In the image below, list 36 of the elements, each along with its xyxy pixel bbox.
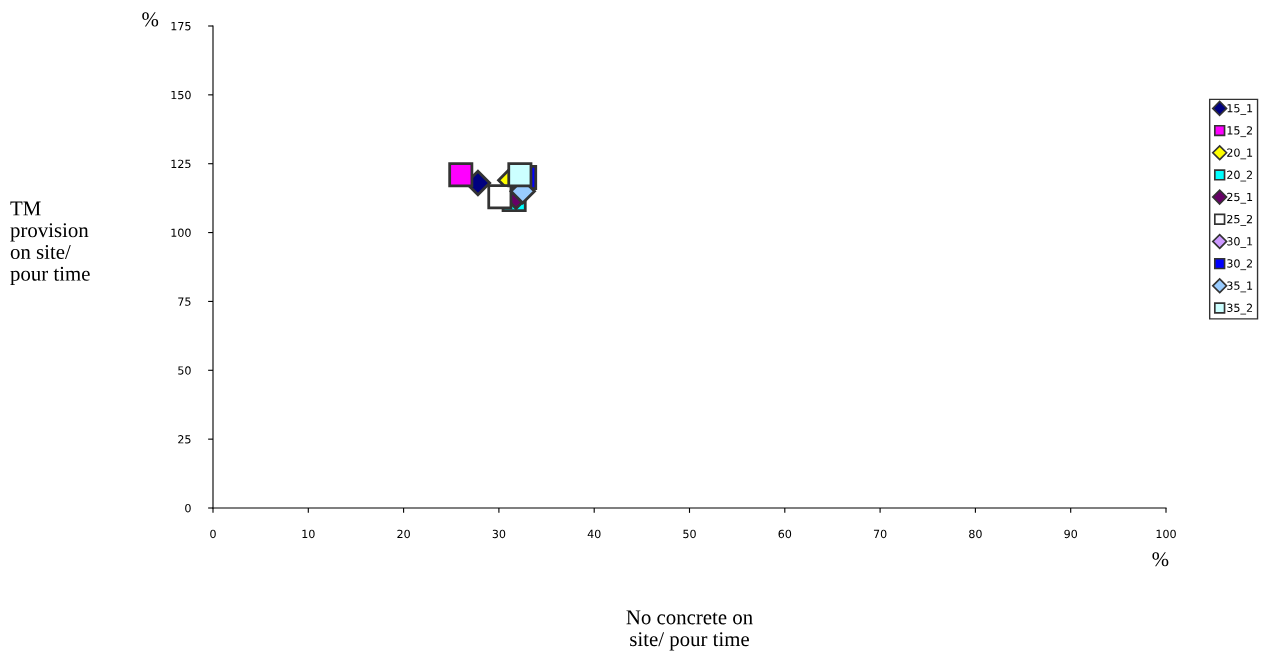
text: % [142,12,159,27]
y-tick-label: 75 [178,297,191,306]
x-tick-label: 100 [1156,529,1176,539]
x-tick-label: 50 [683,529,696,539]
y-tick-label: 175 [171,22,191,31]
x-tick-label: 90 [1064,529,1078,539]
legend-label: 35_1 [1227,281,1253,293]
y-tick-label: 0 [185,503,191,513]
y-tick-label: 125 [171,159,191,169]
legend-label: 25_2 [1227,214,1252,226]
y-tick-label: 100 [171,228,191,237]
legend-label: 25_1 [1227,192,1253,204]
x-tick-label: 40 [587,529,601,539]
x-tick-label: 10 [302,529,315,539]
y-axis-title: TM provision on site/ pour time [10,201,90,286]
x-tick-label: 80 [969,529,982,539]
legend-label: 20_1 [1227,148,1253,160]
x-axis-title: No concrete on site/ pour time [626,610,753,651]
x-tick-label: 20 [397,529,410,539]
legend-label: 15_2 [1227,126,1252,138]
y-tick-label: 150 [171,90,191,100]
legend-label: 15_1 [1227,104,1253,115]
x-tick-label: 30 [492,529,506,539]
legend-label: 30_1 [1227,237,1253,248]
legend-label: 30_2 [1227,259,1252,271]
x-tick-label: 60 [778,529,792,539]
legend-label: 35_2 [1227,303,1252,315]
x-tick-label: 0 [210,529,216,539]
x-tick-label: 70 [873,529,887,539]
point [448,162,474,188]
y-tick-label: 50 [178,366,191,375]
text: % [1152,552,1169,567]
y-tick-label: 25 [178,435,191,444]
point [487,184,513,210]
point [507,162,533,188]
legend-label: 20_2 [1227,170,1252,182]
